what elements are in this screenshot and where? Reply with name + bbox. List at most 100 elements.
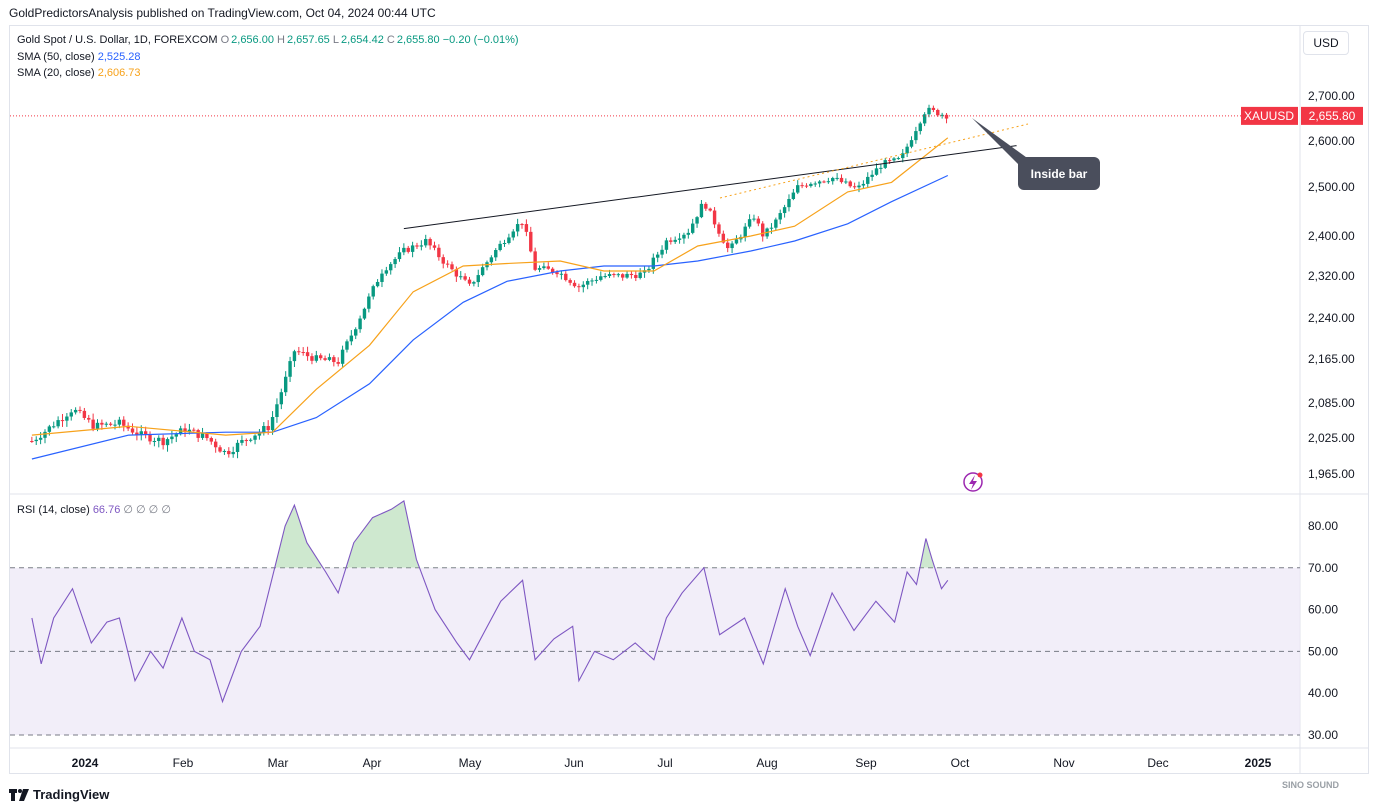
low-value: 2,654.42 <box>341 34 384 46</box>
candle-body <box>717 224 721 234</box>
candle-body <box>227 450 231 455</box>
candle-body <box>800 185 804 187</box>
candle-body <box>200 433 205 438</box>
time-axis-label: Nov <box>1053 756 1074 770</box>
candle-body <box>870 174 874 177</box>
candle-body <box>463 276 467 280</box>
candle-body <box>432 245 437 248</box>
candle-body <box>270 417 275 431</box>
candle-body <box>844 181 848 183</box>
candle-body <box>310 356 314 361</box>
open-value: 2,656.00 <box>231 34 274 46</box>
time-axis-label: Sep <box>855 756 877 770</box>
candle-body <box>879 167 883 169</box>
candle-body <box>231 451 235 455</box>
watermark-label: SINO SOUND <box>1282 780 1340 790</box>
candle-body <box>60 420 65 422</box>
candle-body <box>297 351 301 353</box>
candle-body <box>507 237 511 243</box>
candle-body <box>415 245 419 247</box>
candle-body <box>905 146 909 154</box>
chart-frame <box>9 25 1369 774</box>
candle-body <box>931 107 936 110</box>
rsi-line <box>31 499 949 704</box>
price-axis-label: 2,085.00 <box>1308 396 1355 410</box>
candle-body <box>559 273 564 275</box>
callout-pointer <box>972 118 1030 166</box>
candle-body <box>887 160 892 162</box>
candle-body <box>319 355 323 359</box>
candle-body <box>262 426 266 433</box>
legend-sma20[interactable]: SMA (20, close) 2,606.73 <box>17 67 141 79</box>
candle-body <box>349 335 354 342</box>
candle-body <box>183 428 187 433</box>
candle-body <box>56 420 60 427</box>
candle-body <box>747 219 752 227</box>
candle-body <box>918 123 922 132</box>
candle-body <box>476 275 480 283</box>
candle-body <box>104 423 108 425</box>
candle-body <box>165 439 170 446</box>
candle-body <box>82 410 87 418</box>
candle-body <box>721 233 726 243</box>
rsi-axis-label: 80.00 <box>1308 519 1338 533</box>
candle-body <box>187 429 192 433</box>
candle-body <box>292 351 297 362</box>
candle-body <box>375 281 380 287</box>
last-price-badge <box>1301 106 1363 125</box>
tradingview-brand[interactable]: TradingView <box>9 787 109 802</box>
candle-body <box>91 419 95 429</box>
candle-body <box>734 239 739 244</box>
candle-body <box>122 419 126 426</box>
candle-body <box>782 207 787 214</box>
candle-body <box>43 431 47 438</box>
callout-box <box>1018 157 1100 190</box>
legend-rsi[interactable]: RSI (14, close) 66.76 ∅ ∅ ∅ ∅ <box>17 503 171 516</box>
candle-body <box>502 242 507 244</box>
candle-body <box>625 273 629 278</box>
time-axis-label: Apr <box>363 756 382 770</box>
candle-body <box>113 424 117 426</box>
candle-body <box>831 178 835 182</box>
candle-body <box>323 358 327 360</box>
candle-body <box>857 185 861 188</box>
candle-body <box>389 264 393 271</box>
candle-body <box>896 158 901 160</box>
time-axis-label: Jun <box>564 756 583 770</box>
currency-button[interactable]: USD <box>1303 31 1349 55</box>
legend-sma50[interactable]: SMA (50, close) 2,525.28 <box>17 51 141 63</box>
candle-body <box>726 242 730 249</box>
candle-body <box>655 254 660 258</box>
rsi-axis-label: 30.00 <box>1308 728 1338 742</box>
candle-body <box>599 276 603 280</box>
price-axis-label: 1,965.00 <box>1308 467 1355 481</box>
candle-body <box>174 434 178 437</box>
candle-body <box>305 352 310 357</box>
candle-body <box>445 263 450 265</box>
price-axis-label: 2,700.00 <box>1308 89 1355 103</box>
candle-body <box>629 273 634 276</box>
candle-body <box>73 409 78 413</box>
candle-body <box>712 210 717 225</box>
candle-body <box>402 247 406 253</box>
publisher-line: GoldPredictorsAnalysis published on Trad… <box>9 6 436 20</box>
candle-body <box>612 274 616 276</box>
high-value: 2,657.65 <box>286 34 330 46</box>
candle-body <box>839 177 844 183</box>
rsi-axis-label: 60.00 <box>1308 603 1338 617</box>
candle-body <box>695 217 699 224</box>
symbol-title[interactable]: Gold Spot / U.S. Dollar, 1D, FOREXCOM <box>17 34 218 46</box>
candle-body <box>327 357 332 360</box>
lightning-icon <box>963 472 983 492</box>
candle-body <box>590 280 594 282</box>
candle-body <box>87 417 91 420</box>
candle-body <box>345 341 349 350</box>
sma20-label: SMA (20, close) <box>17 67 95 79</box>
candle-body <box>936 109 940 116</box>
candle-body <box>577 286 581 288</box>
rsi-label: RSI (14, close) <box>17 504 90 516</box>
candle-body <box>533 251 537 270</box>
candle-body <box>664 240 669 250</box>
price-axis-label: 2,320.00 <box>1308 269 1355 283</box>
